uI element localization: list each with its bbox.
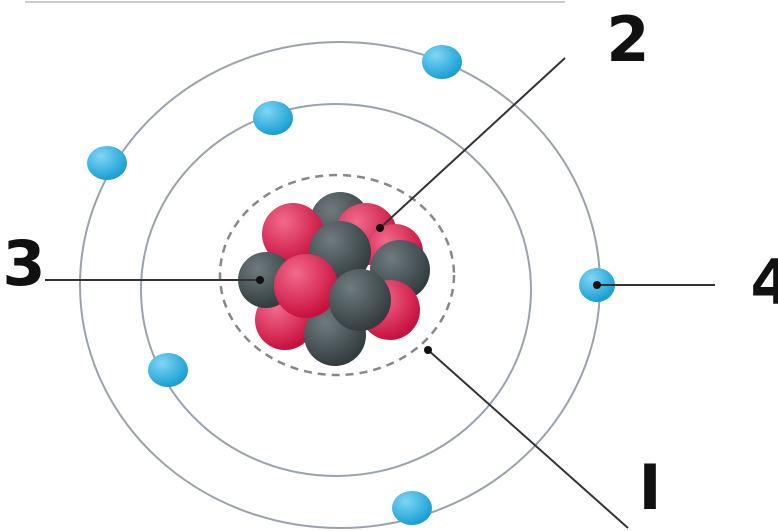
leader-dot <box>593 281 601 289</box>
electron <box>422 45 462 79</box>
electron <box>253 101 293 135</box>
label: I <box>638 451 661 524</box>
label: 2 <box>606 3 649 76</box>
electron <box>148 353 188 387</box>
inner-orbit <box>140 103 532 477</box>
leader-line <box>427 349 629 529</box>
nucleus <box>238 192 430 366</box>
electron <box>392 491 432 525</box>
proton <box>274 254 338 318</box>
electron <box>87 146 127 180</box>
proton <box>262 203 324 265</box>
leader-lines <box>45 57 715 529</box>
leader-dot <box>424 346 432 354</box>
label: 4 <box>750 246 778 319</box>
leader-line <box>379 57 566 229</box>
label: 3 <box>2 227 45 300</box>
neutron <box>329 269 391 331</box>
leader-dot <box>256 276 264 284</box>
leader-dot <box>376 224 384 232</box>
nucleus-boundary <box>218 173 456 377</box>
